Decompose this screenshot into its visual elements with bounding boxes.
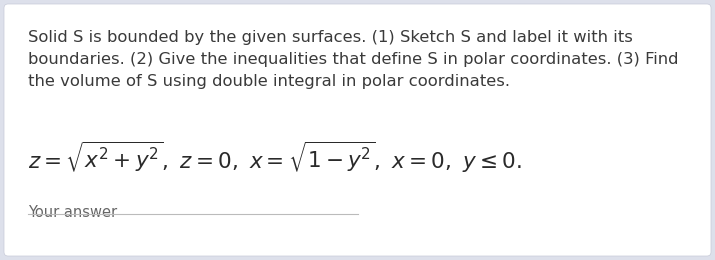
Text: $z = \sqrt{x^2 + y^2},\ z = 0,\ x = \sqrt{1 - y^2},\ x = 0,\ y \leq 0.$: $z = \sqrt{x^2 + y^2},\ z = 0,\ x = \sqr… bbox=[28, 140, 522, 175]
Text: Your answer: Your answer bbox=[28, 205, 117, 220]
Text: Solid S is bounded by the given surfaces. (1) Sketch S and label it with its
bou: Solid S is bounded by the given surfaces… bbox=[28, 30, 679, 89]
FancyBboxPatch shape bbox=[4, 4, 711, 256]
